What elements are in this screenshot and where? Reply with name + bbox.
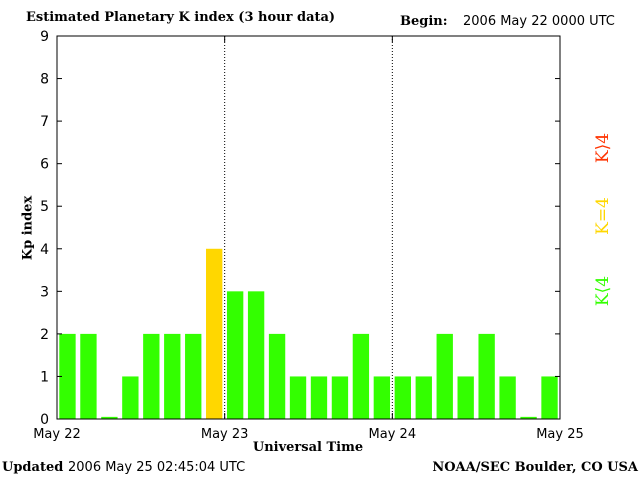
y-tick-label: 6	[40, 157, 49, 173]
updated-label: Updated	[2, 460, 64, 475]
y-tick-label: 8	[40, 72, 49, 88]
y-axis-label: Kp index	[20, 195, 36, 261]
source-credit: NOAA/SEC Boulder, CO USA	[432, 460, 638, 475]
kp-bar	[499, 376, 516, 419]
kp-bar	[268, 333, 286, 419]
chart-title: Estimated Planetary K index (3 hour data…	[26, 10, 336, 25]
kp-bar	[59, 333, 76, 419]
kp-bar	[520, 416, 537, 419]
kp-bar	[80, 333, 97, 419]
x-tick-label: May 23	[201, 427, 249, 442]
updated-value: 2006 May 25 02:45:04 UTC	[68, 460, 246, 475]
kp-bar	[310, 376, 328, 419]
kp-bar	[457, 376, 474, 419]
kp-bar	[226, 291, 244, 419]
y-tick-label: 2	[40, 327, 49, 343]
kp-bar	[185, 333, 202, 419]
x-tick-label: May 25	[536, 427, 584, 442]
begin-label: Begin:	[400, 14, 448, 29]
y-tick-label: 5	[40, 199, 49, 215]
y-tick-label: 9	[40, 29, 49, 45]
y-tick-label: 0	[40, 412, 49, 428]
kp-bar	[436, 333, 453, 419]
y-tick-label: 3	[40, 284, 49, 300]
legend-k-equal-4: K=4	[593, 197, 613, 235]
legend-k-greater-4: K⟩4	[593, 132, 613, 164]
plot-frame	[56, 35, 561, 420]
y-tick-label: 1	[40, 369, 49, 385]
x-tick-label: May 24	[369, 427, 417, 442]
kp-bar	[415, 376, 432, 419]
kp-bar	[478, 333, 495, 419]
kp-bar	[143, 333, 160, 419]
kp-bar	[394, 376, 411, 419]
y-tick-label: 4	[40, 242, 49, 258]
kp-bar	[206, 248, 223, 419]
legend-k-less-4: K⟨4	[593, 275, 613, 307]
begin-value: 2006 May 22 0000 UTC	[463, 14, 615, 29]
x-axis-label: Universal Time	[252, 440, 364, 455]
kp-bar	[541, 376, 558, 419]
kp-bar	[289, 376, 307, 419]
y-tick-label: 7	[40, 114, 49, 130]
kp-bar	[352, 333, 370, 419]
kp-bar	[247, 291, 265, 419]
kp-bar	[373, 376, 391, 419]
kp-bar	[101, 416, 118, 419]
kp-bar	[164, 333, 181, 419]
kp-bar	[122, 376, 139, 419]
kp-bar	[331, 376, 349, 419]
x-tick-label: May 22	[33, 427, 81, 442]
